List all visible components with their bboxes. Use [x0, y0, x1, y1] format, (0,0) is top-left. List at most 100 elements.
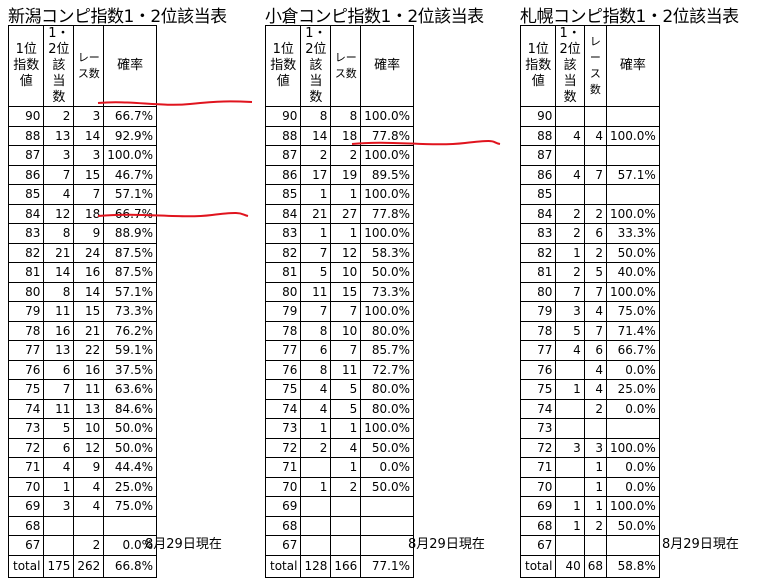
- race-count-cell: 10: [73, 418, 105, 439]
- race-count-cell: 15: [73, 164, 105, 185]
- race-count-cell: 11: [330, 359, 362, 380]
- table-row: 85: [519, 184, 660, 205]
- race-count-cell: 22: [73, 340, 105, 361]
- race-count-cell: 1: [330, 223, 362, 244]
- hit-count-cell: [43, 535, 75, 556]
- race-count-cell: 5: [330, 379, 362, 400]
- table-row: 88 14 18 77.8%: [264, 125, 415, 146]
- rate-cell: [360, 535, 415, 556]
- race-count-cell: 4: [330, 437, 362, 458]
- rate-cell: 85.7%: [360, 340, 415, 361]
- index-cell: 88: [519, 125, 557, 146]
- index-cell: 70: [7, 476, 45, 497]
- race-count-cell: 16: [73, 262, 105, 283]
- hit-count-cell: 7: [43, 379, 75, 400]
- table-row: 70 1 4 25.0%: [7, 476, 158, 497]
- rate-cell: 100.0%: [103, 145, 158, 166]
- table-title: 新潟コンピ指数1・2位該当表: [8, 7, 227, 27]
- index-cell: 86: [7, 164, 45, 185]
- hit-count-cell: 11: [300, 281, 332, 302]
- index-cell: 70: [264, 476, 302, 497]
- rate-cell: 66.7%: [103, 106, 158, 127]
- index-cell: 79: [7, 301, 45, 322]
- hit-count-cell: 7: [300, 301, 332, 322]
- race-count-cell: 15: [330, 281, 362, 302]
- hit-count-cell: 1: [300, 184, 332, 205]
- race-count-cell: 7: [583, 320, 608, 341]
- table-row: 87 3 3 100.0%: [7, 145, 158, 166]
- rate-cell: 77.8%: [360, 125, 415, 146]
- table-row: 79 3 4 75.0%: [519, 301, 660, 322]
- index-cell: 72: [7, 437, 45, 458]
- race-count-cell: 4: [583, 359, 608, 380]
- index-cell: 82: [7, 242, 45, 263]
- race-count-cell: 27: [330, 203, 362, 224]
- race-count-cell: [583, 418, 608, 439]
- hit-count-cell: [555, 476, 585, 497]
- column-header-races: レース数: [73, 25, 105, 107]
- index-cell: 84: [264, 203, 302, 224]
- rate-cell: 87.5%: [103, 262, 158, 283]
- rate-cell: 100.0%: [606, 496, 660, 517]
- hit-count-cell: 4: [43, 457, 75, 478]
- hit-count-cell: [555, 398, 585, 419]
- table-row: 83 1 1 100.0%: [264, 223, 415, 244]
- hit-count-cell: 1: [555, 515, 585, 536]
- hit-count-cell: 21: [43, 242, 75, 263]
- rate-cell: 25.0%: [606, 379, 660, 400]
- hit-count-cell: [555, 359, 585, 380]
- index-cell: 90: [7, 106, 45, 127]
- race-count-cell: 13: [73, 398, 105, 419]
- race-count-cell: 7: [73, 184, 105, 205]
- table-row: 77 4 6 66.7%: [519, 340, 660, 361]
- rate-cell: 100.0%: [606, 125, 660, 146]
- index-cell: 87: [7, 145, 45, 166]
- rate-cell: 50.0%: [360, 437, 415, 458]
- race-count-cell: 11: [73, 379, 105, 400]
- index-cell: 77: [264, 340, 302, 361]
- header-row: 1位 指数値 1・2位 該当数 レース数 確率: [519, 25, 660, 107]
- table-row: 85 4 7 57.1%: [7, 184, 158, 205]
- table-row: 75 4 5 80.0%: [264, 379, 415, 400]
- rate-cell: [606, 418, 660, 439]
- table-row: 84 12 18 66.7%: [7, 203, 158, 224]
- rate-cell: 50.0%: [103, 418, 158, 439]
- hit-count-cell: [300, 496, 332, 517]
- index-cell: 86: [519, 164, 557, 185]
- index-cell: 85: [519, 184, 557, 205]
- index-cell: 83: [264, 223, 302, 244]
- race-count-cell: 12: [73, 437, 105, 458]
- race-count-cell: 7: [583, 281, 608, 302]
- hit-count-cell: 4: [300, 379, 332, 400]
- rate-cell: [606, 535, 660, 556]
- rate-cell: 59.1%: [103, 340, 158, 361]
- rate-cell: 100.0%: [606, 203, 660, 224]
- hit-count-cell: 3: [555, 301, 585, 322]
- index-cell: 67: [519, 535, 557, 556]
- hit-count-cell: 1: [555, 242, 585, 263]
- hit-count-cell: 6: [43, 437, 75, 458]
- hit-count-cell: 5: [300, 262, 332, 283]
- index-cell: 84: [7, 203, 45, 224]
- index-cell: 80: [264, 281, 302, 302]
- rate-cell: [360, 496, 415, 517]
- rate-cell: 72.7%: [360, 359, 415, 380]
- index-cell: 72: [264, 437, 302, 458]
- rate-cell: 100.0%: [360, 145, 415, 166]
- total-row: total 128 166 77.1%: [264, 554, 415, 578]
- hit-count-cell: 3: [43, 145, 75, 166]
- index-cell: 80: [7, 281, 45, 302]
- index-cell: 83: [519, 223, 557, 244]
- index-cell: 79: [519, 301, 557, 322]
- column-header-place-count: 1・2位 該当数: [555, 25, 585, 107]
- column-header-rate: 確率: [360, 25, 415, 107]
- footer-date: 8月29日現在: [145, 537, 222, 552]
- hit-count-cell: 4: [555, 164, 585, 185]
- race-count-cell: 24: [73, 242, 105, 263]
- race-count-cell: [583, 145, 608, 166]
- hit-count-cell: 2: [300, 437, 332, 458]
- table-row: 71 4 9 44.4%: [7, 457, 158, 478]
- race-count-cell: 1: [583, 457, 608, 478]
- rate-cell: 80.0%: [360, 379, 415, 400]
- table-row: 71 1 0.0%: [519, 457, 660, 478]
